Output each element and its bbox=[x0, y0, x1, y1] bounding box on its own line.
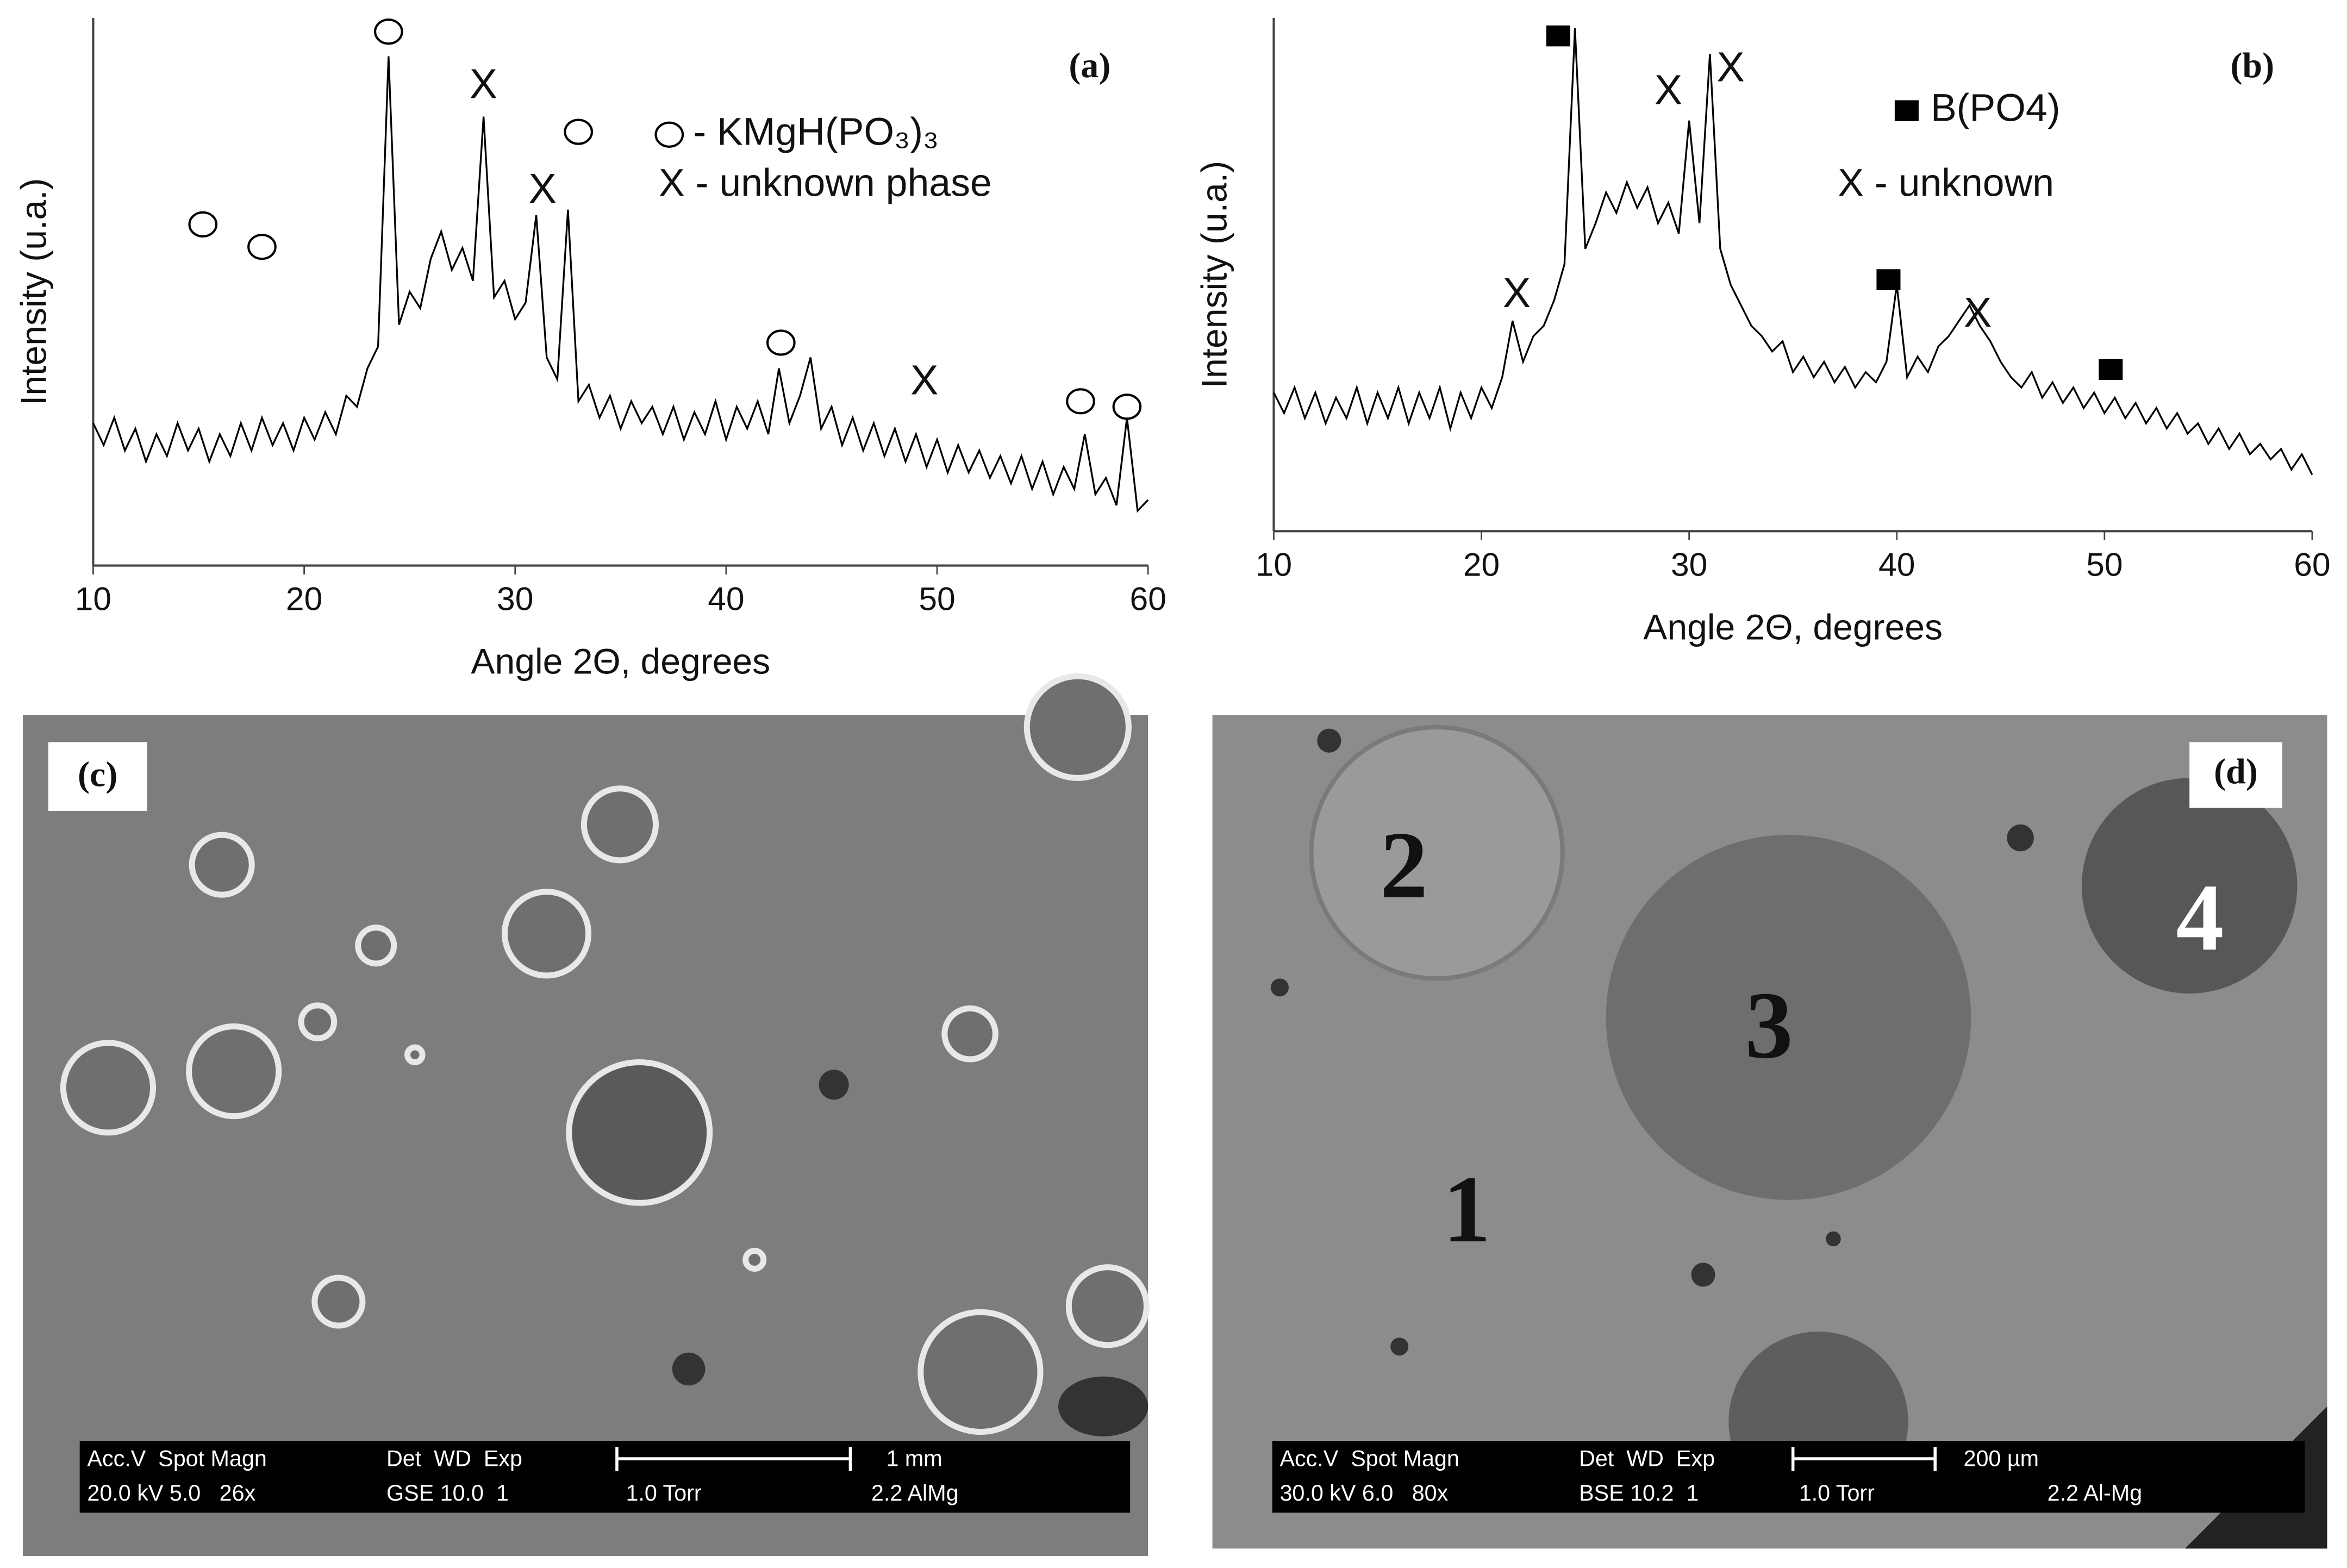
info-text: 2.2 AlMg bbox=[871, 1480, 959, 1505]
circle-marker bbox=[564, 118, 594, 145]
peak-annotation: X bbox=[1503, 270, 1531, 316]
x-tick-label: 40 bbox=[1878, 546, 1915, 583]
x-tick-label: 40 bbox=[708, 580, 744, 617]
x-tick-label: 60 bbox=[1130, 580, 1166, 617]
circle-marker bbox=[247, 234, 277, 260]
x-tick-label: 20 bbox=[1463, 546, 1500, 583]
circle-marker bbox=[654, 121, 684, 148]
legend-text: X - unknown bbox=[1838, 161, 2054, 204]
info-text: Acc.V Spot Magn bbox=[1279, 1446, 1459, 1471]
circle-marker bbox=[374, 18, 403, 45]
info-text: Acc.V Spot Magn bbox=[87, 1446, 266, 1471]
circle-marker bbox=[188, 211, 218, 238]
info-text: 30.0 kV 6.0 80x bbox=[1279, 1480, 1448, 1505]
info-text: Det WD Exp bbox=[386, 1446, 522, 1471]
legend-text: B(PO4) bbox=[1931, 86, 2061, 130]
circle-marker bbox=[1066, 388, 1095, 415]
square-marker bbox=[1894, 100, 1919, 121]
info-text: 1.0 Torr bbox=[1799, 1480, 1875, 1505]
x-tick-label: 50 bbox=[2086, 546, 2123, 583]
peak-annotation: X bbox=[1964, 289, 1992, 336]
peak-annotation: X bbox=[910, 357, 938, 403]
circle-marker bbox=[1112, 393, 1142, 420]
y-axis-label: Intensity (u.a.) bbox=[1194, 161, 1234, 388]
info-text: Det WD Exp bbox=[1579, 1446, 1715, 1471]
xrd-line bbox=[1272, 28, 2313, 476]
square-marker bbox=[2099, 359, 2123, 380]
panel-label: (c) bbox=[78, 755, 117, 795]
info-text: 20.0 kV 5.0 26x bbox=[87, 1480, 255, 1505]
sem-image-c: (c) Acc.V Spot Magn Det WD Exp 1 mm 20.0… bbox=[23, 673, 1150, 1556]
info-text: GSE 10.0 1 bbox=[386, 1480, 509, 1505]
square-marker bbox=[1546, 25, 1570, 47]
peak-annotation: X bbox=[528, 165, 556, 212]
x-tick-label: 10 bbox=[1256, 546, 1292, 583]
info-text: 1 mm bbox=[886, 1446, 942, 1471]
square-marker bbox=[1876, 269, 1901, 290]
region-label: 2 bbox=[1380, 813, 1428, 919]
panel-label: (d) bbox=[2214, 752, 2258, 791]
peak-annotation: X bbox=[1655, 66, 1682, 113]
peak-annotation: X bbox=[1716, 44, 1744, 91]
region-label: 3 bbox=[1745, 972, 1793, 1078]
x-axis-label: Angle 2Θ, degrees bbox=[471, 641, 770, 682]
x-axis-label: Angle 2Θ, degrees bbox=[1643, 607, 1943, 647]
info-text: BSE 10.2 1 bbox=[1579, 1480, 1699, 1505]
region-label: 1 bbox=[1443, 1157, 1491, 1263]
sem-image-d: (d) 1 2 3 4 Acc.V Spot Magn Det WD Exp 2… bbox=[1212, 715, 2327, 1549]
x-tick-label: 10 bbox=[75, 580, 111, 617]
x-tick-label: 30 bbox=[1671, 546, 1707, 583]
peak-annotation: X bbox=[470, 60, 497, 107]
panel-label: (a) bbox=[1069, 46, 1110, 85]
panel-label: (b) bbox=[2230, 46, 2274, 85]
info-text: 200 µm bbox=[1964, 1446, 2039, 1471]
legend-text: - KMgH(PO₃)₃ bbox=[693, 110, 939, 154]
x-tick-label: 60 bbox=[2294, 546, 2330, 583]
x-tick-label: 50 bbox=[919, 580, 955, 617]
x-tick-label: 20 bbox=[286, 580, 322, 617]
info-text: 2.2 Al-Mg bbox=[2048, 1480, 2142, 1505]
info-text: 1.0 Torr bbox=[626, 1480, 701, 1505]
x-tick-label: 30 bbox=[497, 580, 533, 617]
region-label: 4 bbox=[2176, 865, 2224, 971]
xrd-line bbox=[92, 56, 1149, 513]
circle-marker bbox=[766, 329, 796, 356]
legend-text: X - unknown phase bbox=[659, 161, 992, 204]
y-axis-label: Intensity (u.a.) bbox=[13, 178, 53, 405]
